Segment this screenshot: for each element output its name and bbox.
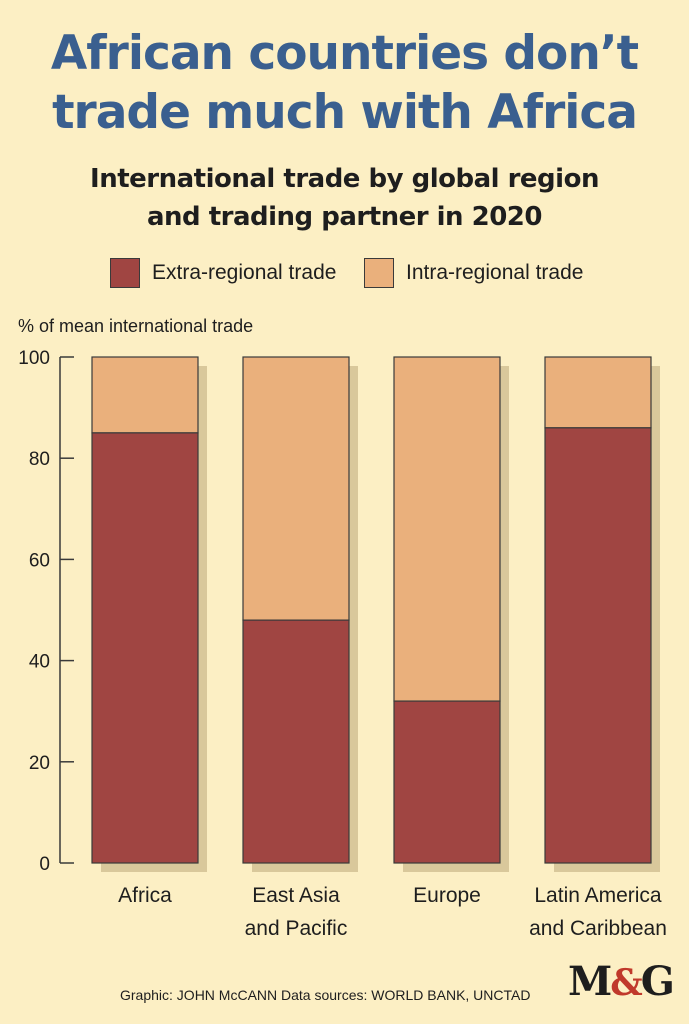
x-category-label: Africa [118, 884, 172, 907]
y-tick-label: 60 [29, 550, 50, 571]
legend-swatch-intra [364, 258, 394, 288]
bar-intra-regional [393, 356, 501, 702]
y-tick-label: 20 [29, 753, 50, 774]
legend-label-extra: Extra-regional trade [152, 261, 337, 284]
bar-extra-regional [242, 619, 350, 864]
x-category-label: Latin America [534, 884, 662, 907]
chart-title-line-2: trade much with Africa [52, 85, 638, 140]
y-tick-label: 100 [18, 348, 50, 369]
bar-extra-regional [544, 427, 652, 864]
x-category-label: East Asia [252, 884, 340, 907]
mg-logo: M&G [568, 958, 675, 1005]
legend: Extra-regional trade Intra-regional trad… [0, 258, 689, 294]
x-category-label: and Caribbean [529, 917, 667, 940]
y-axis-label: % of mean international trade [18, 316, 254, 336]
y-tick-label: 0 [39, 854, 50, 875]
y-tick-label: 80 [29, 449, 50, 470]
logo-letter-m: M [568, 958, 612, 1005]
bar-intra-regional [242, 356, 350, 621]
legend-label-intra: Intra-regional trade [406, 261, 584, 284]
chart-title: African countries don’t trade much with … [0, 24, 689, 142]
chart-title-line-1: African countries don’t [50, 26, 639, 81]
bar-extra-regional [91, 432, 199, 864]
y-tick-label: 40 [29, 652, 50, 673]
bar-extra-regional [393, 700, 501, 864]
x-category-label: and Pacific [245, 917, 348, 940]
x-category-label: Europe [413, 884, 481, 907]
legend-swatch-extra [110, 258, 140, 288]
chart-subtitle: International trade by global region and… [0, 160, 689, 236]
bar-intra-regional [544, 356, 652, 429]
chart-subtitle-line-2: and trading partner in 2020 [147, 202, 542, 232]
logo-letter-g: G [640, 958, 675, 1005]
logo-ampersand: & [610, 962, 642, 1004]
source-credit: Graphic: JOHN McCANN Data sources: WORLD… [120, 987, 531, 1003]
legend-item-extra: Extra-regional trade [110, 258, 336, 288]
bar-intra-regional [91, 356, 199, 434]
chart-subtitle-line-1: International trade by global region [90, 164, 599, 194]
legend-item-intra: Intra-regional trade [364, 258, 583, 288]
